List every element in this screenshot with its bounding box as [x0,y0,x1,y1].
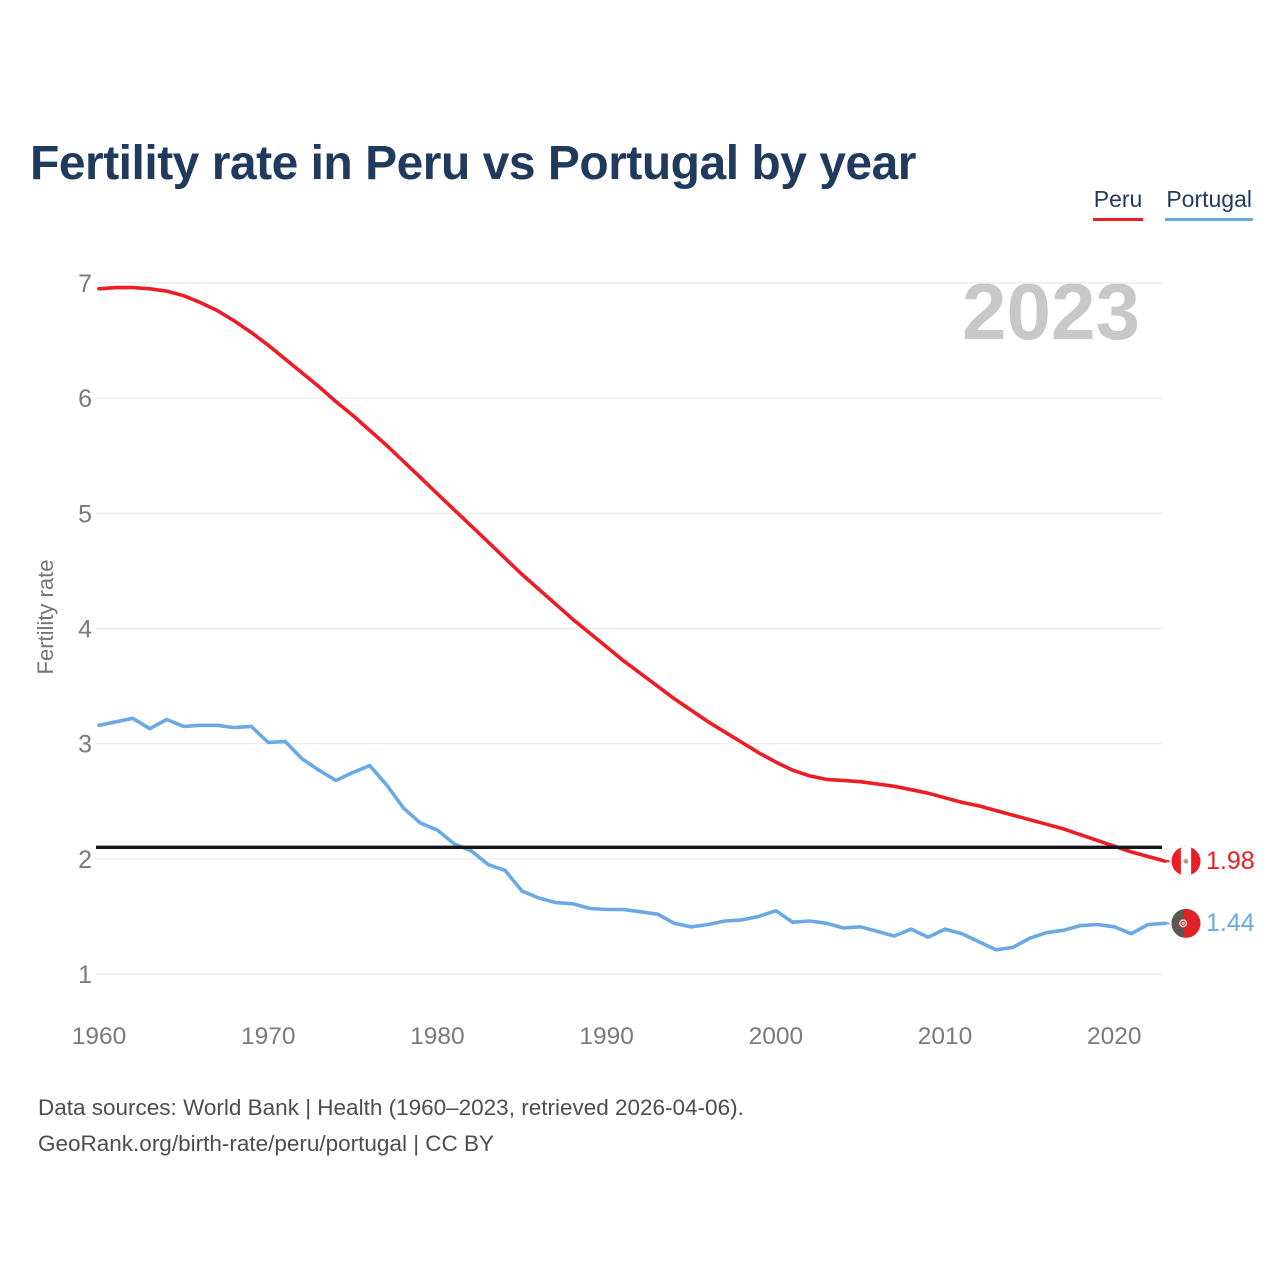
page-title: Fertility rate in Peru vs Portugal by ye… [30,137,916,191]
footer-sources-line: Data sources: World Bank | Health (1960–… [38,1095,744,1120]
footer-attribution-line: GeoRank.org/birth-rate/peru/portugal | C… [38,1131,495,1156]
x-axis-tick-labels: 1960 1970 1980 1990 2000 2010 2020 [72,1023,1142,1050]
peru-series-line [97,285,1167,864]
svg-text:2010: 2010 [918,1023,973,1050]
svg-text:1980: 1980 [410,1023,465,1050]
svg-text:2: 2 [78,846,92,874]
svg-text:2000: 2000 [749,1023,804,1050]
portugal-series-line [97,716,1167,952]
legend-item-peru[interactable]: Peru [1092,186,1144,221]
svg-text:4: 4 [78,616,92,644]
svg-text:5: 5 [78,500,92,528]
peru-flag-icon [1171,846,1201,876]
footer: Data sources: World Bank | Health (1960–… [38,1090,744,1162]
portugal-flag-icon [1171,908,1201,938]
svg-text:1970: 1970 [241,1023,296,1050]
svg-text:3: 3 [78,731,92,759]
svg-text:1990: 1990 [579,1023,634,1050]
y-axis-tick-labels: 7 6 5 4 3 2 1 [78,270,92,989]
legend-item-portugal[interactable]: Portugal [1165,186,1253,221]
svg-text:1: 1 [78,961,92,989]
peru-end-value-label: 1.98 [1206,847,1255,876]
svg-text:1960: 1960 [72,1023,127,1050]
legend: Peru Portugal [1092,186,1253,221]
svg-text:6: 6 [78,385,92,413]
portugal-end-value-label: 1.44 [1206,909,1255,938]
svg-text:2020: 2020 [1087,1023,1142,1050]
year-watermark: 2023 [962,267,1140,356]
svg-text:7: 7 [78,270,92,298]
grid-lines [96,282,1162,975]
